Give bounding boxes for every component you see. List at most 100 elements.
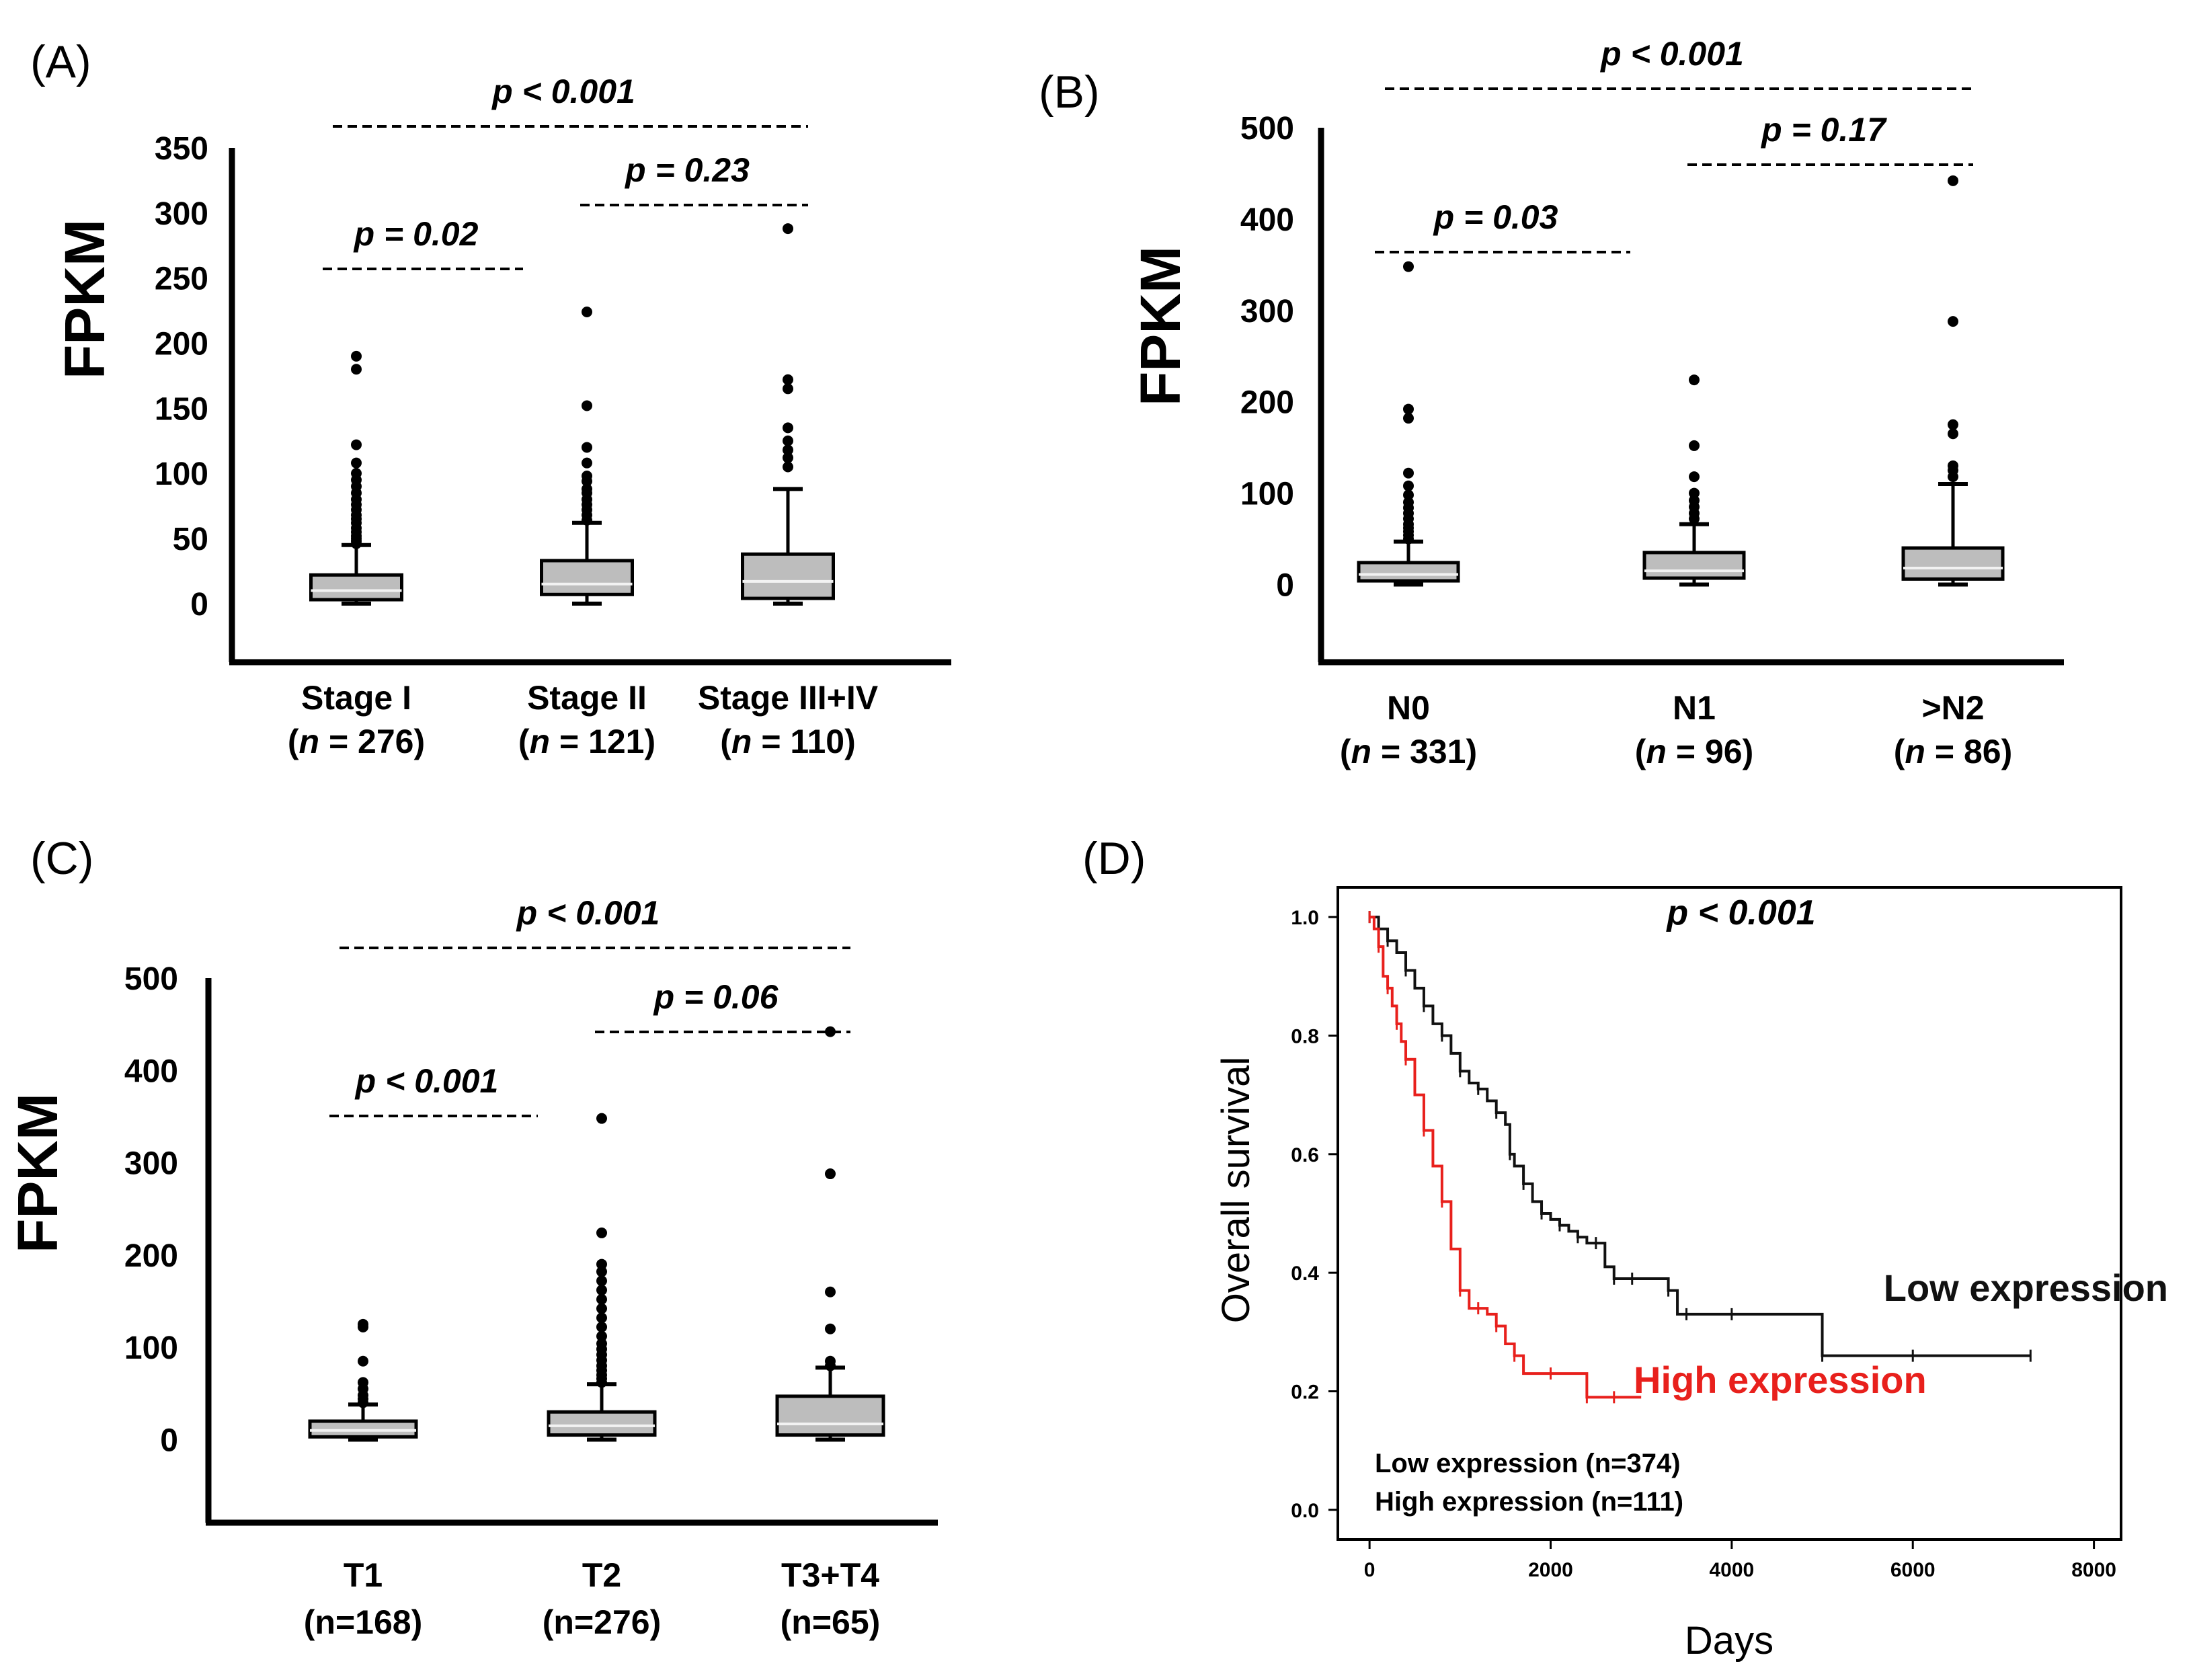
panel-a-group-label: Stage III+IV bbox=[698, 679, 879, 717]
high-expression-curve-label: High expression bbox=[1634, 1359, 1927, 1401]
panel-d-ytick-label: 0.0 bbox=[1291, 1500, 1319, 1522]
panel-b-comparison-pvalue: p = 0.17 bbox=[1760, 111, 1887, 149]
panel-d-xtick-label: 0 bbox=[1364, 1559, 1375, 1581]
panel-b-group-n: (n = 331) bbox=[1340, 733, 1477, 770]
panel-label-c: (C) bbox=[30, 833, 93, 884]
panel-a-ytick-label: 250 bbox=[155, 262, 208, 297]
panel-c-group-label: T1 bbox=[344, 1556, 383, 1594]
panel-c-group-n-value: (n=168) bbox=[304, 1603, 422, 1641]
panel-c-outlier-point bbox=[596, 1285, 607, 1296]
panel-b-ytick-label: 0 bbox=[1276, 567, 1294, 603]
panel-c-ytick-label: 300 bbox=[124, 1146, 178, 1182]
panel-a-group-n-symbol: n bbox=[731, 723, 752, 760]
panel-b-comparison-pvalue: p = 0.03 bbox=[1433, 198, 1558, 236]
panel-c-outlier-point bbox=[358, 1355, 368, 1367]
panel-c-outlier-point bbox=[596, 1258, 607, 1270]
panel-c-group-n: (n=168) bbox=[304, 1603, 422, 1641]
panel-a-outlier-point bbox=[582, 307, 592, 318]
panel-a-outlier-point bbox=[351, 457, 362, 469]
panel-c-outlier-point bbox=[825, 1286, 836, 1297]
panel-a-outlier-point bbox=[351, 350, 362, 362]
panel-a-group-n: (n = 121) bbox=[518, 723, 655, 760]
panel-a-ytick-label: 50 bbox=[173, 522, 208, 557]
panel-b-outlier-point bbox=[1948, 428, 1958, 440]
panel-b-group-n: (n = 86) bbox=[1894, 733, 2012, 770]
panel-c-outlier-point bbox=[596, 1227, 607, 1238]
panel-a-outlier-point bbox=[351, 538, 362, 549]
panel-b-outlier-point bbox=[1403, 261, 1414, 272]
panel-a-outlier-point bbox=[783, 223, 793, 235]
panel-d-plot-frame bbox=[1337, 886, 2122, 1541]
panel-a-group-label: Stage I bbox=[301, 679, 411, 717]
panel-b-box bbox=[1901, 546, 2005, 581]
panel-b-group-n-open: ( bbox=[1894, 733, 1905, 770]
panel-a-ytick-label: 150 bbox=[155, 391, 208, 427]
panel-c-outlier-point bbox=[596, 1266, 607, 1277]
panel-c-box bbox=[547, 1410, 657, 1437]
panel-b-outlier-point bbox=[1948, 316, 1958, 327]
panel-a-outlier-point bbox=[582, 475, 592, 487]
legend-entry-low: Low expression (n=374) bbox=[1375, 1449, 1681, 1478]
panel-a-ylabel: FPKM bbox=[53, 219, 116, 379]
panel-a-comparison-pvalue: p = 0.02 bbox=[353, 215, 479, 253]
panel-b-ytick-label: 400 bbox=[1240, 202, 1294, 238]
panel-c-ytick-label: 0 bbox=[160, 1423, 178, 1458]
panel-a-box bbox=[309, 573, 403, 602]
panel-c-comparison-pvalue: p = 0.06 bbox=[653, 978, 779, 1016]
panel-a-ytick-label: 300 bbox=[155, 196, 208, 232]
panel-c-outlier-point bbox=[825, 1360, 836, 1371]
panel-a-outlier-point bbox=[783, 435, 793, 446]
panel-d-xtick-label: 4000 bbox=[1709, 1559, 1754, 1581]
panel-b-group-n-symbol: n bbox=[1646, 733, 1667, 770]
panel-b-outlier-point bbox=[1948, 471, 1958, 483]
panel-c-outlier-point bbox=[596, 1275, 607, 1287]
panel-a-outlier-point bbox=[783, 452, 793, 463]
panel-d-ytick-label: 0.2 bbox=[1291, 1382, 1319, 1404]
panel-b-group-n-value: = 96) bbox=[1667, 733, 1753, 770]
panel-b-comparison-pvalue: p < 0.001 bbox=[1599, 35, 1744, 73]
panel-b-group-n: (n = 96) bbox=[1635, 733, 1753, 770]
panel-b-group-n-symbol: n bbox=[1905, 733, 1925, 770]
panel-a-group-n-symbol: n bbox=[299, 723, 320, 760]
panel-c-outlier-point bbox=[358, 1397, 368, 1408]
panel-a-outlier-point bbox=[783, 444, 793, 456]
panel-c-outlier-point bbox=[358, 1321, 368, 1332]
legend-entry-high: High expression (n=111) bbox=[1375, 1487, 1683, 1517]
panel-a-outlier-point bbox=[783, 383, 793, 395]
panel-b-ytick-label: 500 bbox=[1240, 111, 1294, 147]
panel-c-comparison-pvalue: p < 0.001 bbox=[516, 894, 660, 932]
panel-b-outlier-point bbox=[1948, 419, 1958, 430]
panel-d-pvalue: p < 0.001 bbox=[1665, 893, 1815, 932]
panel-a-group-n: (n = 276) bbox=[288, 723, 425, 760]
panel-a-box bbox=[540, 559, 634, 596]
panel-b-ylabel: FPKM bbox=[1129, 246, 1192, 406]
panel-c-group-n-value: (n=65) bbox=[781, 1603, 881, 1641]
panel-a-group-n-open: ( bbox=[720, 723, 731, 760]
panel-label-d: (D) bbox=[1082, 833, 1146, 884]
panel-b-outlier-point bbox=[1689, 440, 1700, 451]
panel-a-outlier-point bbox=[783, 422, 793, 434]
panel-a-outlier-point bbox=[582, 514, 592, 526]
panel-d-ytick-label: 0.4 bbox=[1291, 1263, 1319, 1285]
panel-b-group-n-open: ( bbox=[1635, 733, 1646, 770]
panel-a-outlier-point bbox=[351, 439, 362, 450]
panel-d-xtick-label: 8000 bbox=[2071, 1559, 2116, 1581]
panel-c-outlier-point bbox=[596, 1377, 607, 1388]
panel-c-box bbox=[308, 1419, 418, 1439]
panel-a-outlier-point bbox=[783, 461, 793, 473]
panel-a-group-n-value: = 276) bbox=[319, 723, 425, 760]
panel-b-outlier-point bbox=[1403, 533, 1414, 545]
panel-b-ytick-label: 300 bbox=[1240, 294, 1294, 329]
panel-c-outlier-point bbox=[825, 1168, 836, 1180]
panel-c-outlier-point bbox=[596, 1321, 607, 1332]
panel-b-group-n-value: = 86) bbox=[1925, 733, 2012, 770]
panel-a-outlier-point bbox=[582, 457, 592, 469]
panel-label-a: (A) bbox=[30, 36, 91, 87]
panel-b-outlier-point bbox=[1689, 471, 1700, 483]
panel-c-outlier-point bbox=[596, 1312, 607, 1324]
panel-a-group-n-value: = 110) bbox=[752, 723, 855, 760]
panel-a-group-n-value: = 121) bbox=[550, 723, 655, 760]
panel-a-comparison-pvalue: p < 0.001 bbox=[491, 73, 635, 110]
panel-b-outlier-point bbox=[1403, 467, 1414, 479]
panel-b-outlier-point bbox=[1403, 480, 1414, 491]
